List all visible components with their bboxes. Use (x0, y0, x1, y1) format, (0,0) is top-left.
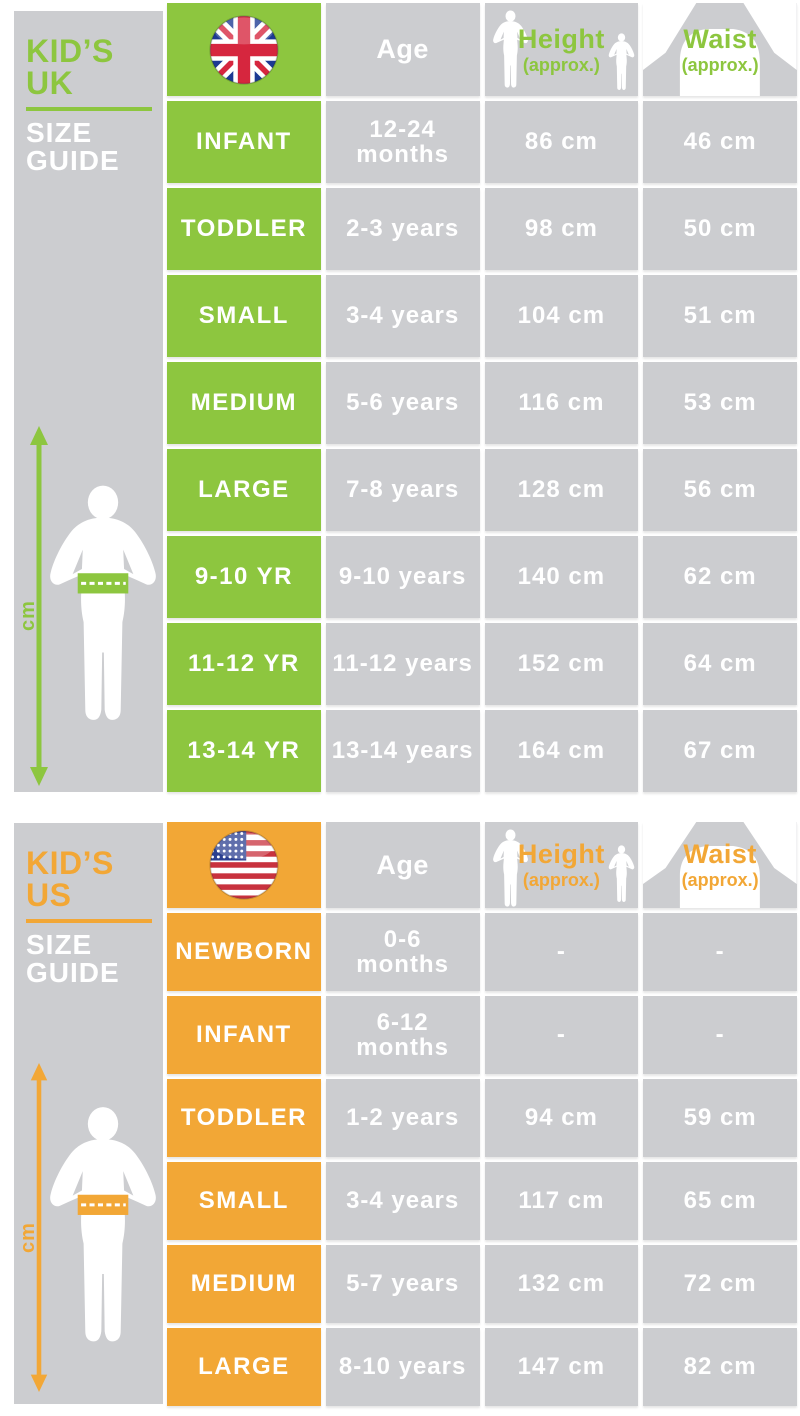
waist-figure-icon (643, 822, 797, 908)
age-cell: 8-10 years (325, 1328, 480, 1406)
uk-measure-figure: cm (16, 415, 161, 793)
uk-size-table: Age Height (approx.) Waist (approx.) INF… (167, 3, 797, 792)
waist-cell: 50 cm (643, 188, 797, 270)
size-label-cell: LARGE (167, 449, 321, 531)
size-label-cell: SMALL (167, 1162, 321, 1240)
waist-cell: 56 cm (643, 449, 797, 531)
waist-cell: 65 cm (643, 1162, 797, 1240)
size-label-cell: INFANT (167, 101, 321, 183)
size-label-cell: 11-12 YR (167, 623, 321, 705)
height-cell: 152 cm (484, 623, 639, 705)
uk-section-title: KID’S UK (26, 33, 114, 101)
us-sidebar-panel: KID’S US SIZE GUIDE cm (14, 823, 163, 1404)
uk-section-subtitle: SIZE GUIDE (26, 117, 120, 176)
waist-cell: 64 cm (643, 623, 797, 705)
age-cell: 2-3 years (325, 188, 480, 270)
age-cell: 3-4 years (325, 1162, 480, 1240)
uk-waist-label: Waist (683, 23, 757, 54)
waist-cell: 59 cm (643, 1079, 797, 1157)
uk-flag-icon (209, 14, 279, 85)
short-person-icon (608, 845, 635, 902)
cm-unit-label: cm (16, 1221, 39, 1253)
uk-height-header: Height (approx.) (484, 3, 639, 96)
uk-age-header: Age (325, 3, 480, 96)
age-cell: 3-4 years (325, 275, 480, 357)
height-cell: - (484, 996, 639, 1074)
waist-figure-icon (643, 3, 797, 96)
age-cell: 5-7 years (325, 1245, 480, 1323)
waist-cell: - (643, 996, 797, 1074)
age-cell: 12-24 months (325, 101, 480, 183)
size-label-cell: MEDIUM (167, 362, 321, 444)
waist-cell: 67 cm (643, 710, 797, 792)
age-cell: 6-12 months (325, 996, 480, 1074)
height-cell: 98 cm (484, 188, 639, 270)
waist-cell: 53 cm (643, 362, 797, 444)
uk-waist-header: Waist (approx.) (643, 3, 797, 96)
us-flag-icon (209, 830, 279, 900)
waist-cell: - (643, 913, 797, 991)
boy-silhouette-icon (50, 1107, 156, 1342)
us-section-subtitle: SIZE GUIDE (26, 929, 120, 988)
height-cell: 94 cm (484, 1079, 639, 1157)
age-cell: 13-14 years (325, 710, 480, 792)
size-label-cell: MEDIUM (167, 1245, 321, 1323)
size-label-cell: SMALL (167, 275, 321, 357)
height-cell: - (484, 913, 639, 991)
waist-cell: 51 cm (643, 275, 797, 357)
height-cell: 147 cm (484, 1328, 639, 1406)
height-arrow-icon (30, 426, 48, 786)
us-waist-approx: (approx.) (681, 870, 759, 890)
uk-flag-cell (167, 3, 321, 96)
size-label-cell: TODDLER (167, 188, 321, 270)
age-cell: 7-8 years (325, 449, 480, 531)
uk-sidebar-panel: KID’S UK SIZE GUIDE cm (14, 11, 163, 792)
height-cell: 116 cm (484, 362, 639, 444)
size-label-cell: TODDLER (167, 1079, 321, 1157)
us-height-label: Height (517, 839, 605, 869)
height-cell: 164 cm (484, 710, 639, 792)
height-cell: 128 cm (484, 449, 639, 531)
size-label-cell: NEWBORN (167, 913, 321, 991)
age-cell: 0-6 months (325, 913, 480, 991)
uk-height-label: Height (517, 23, 605, 54)
height-cell: 104 cm (484, 275, 639, 357)
us-waist-label: Waist (683, 839, 757, 869)
age-cell: 9-10 years (325, 536, 480, 618)
age-cell: 1-2 years (325, 1079, 480, 1157)
size-label-cell: 13-14 YR (167, 710, 321, 792)
us-size-table: Age Height (approx.) Waist (approx.) NEW… (167, 822, 797, 1406)
us-section-title: KID’S US (26, 845, 114, 913)
size-label-cell: INFANT (167, 996, 321, 1074)
us-flag-cell (167, 822, 321, 908)
us-height-approx: (approx.) (522, 870, 600, 890)
height-cell: 132 cm (484, 1245, 639, 1323)
us-age-header: Age (325, 822, 480, 908)
height-cell: 117 cm (484, 1162, 639, 1240)
us-waist-header: Waist (approx.) (643, 822, 797, 908)
waist-cell: 46 cm (643, 101, 797, 183)
waist-cell: 62 cm (643, 536, 797, 618)
cm-unit-label: cm (16, 600, 39, 631)
height-cell: 86 cm (484, 101, 639, 183)
boy-silhouette-icon (50, 485, 156, 720)
uk-title-underline (26, 107, 152, 111)
waist-cell: 72 cm (643, 1245, 797, 1323)
short-person-icon (608, 33, 635, 90)
us-height-header: Height (approx.) (484, 822, 639, 908)
age-cell: 11-12 years (325, 623, 480, 705)
size-label-cell: LARGE (167, 1328, 321, 1406)
us-measure-figure: cm (16, 1053, 161, 1398)
height-cell: 140 cm (484, 536, 639, 618)
age-cell: 5-6 years (325, 362, 480, 444)
waist-cell: 82 cm (643, 1328, 797, 1406)
height-arrow-icon (30, 1063, 48, 1392)
uk-height-approx: (approx.) (522, 54, 600, 75)
uk-waist-approx: (approx.) (681, 54, 759, 75)
us-title-underline (26, 919, 152, 923)
size-label-cell: 9-10 YR (167, 536, 321, 618)
